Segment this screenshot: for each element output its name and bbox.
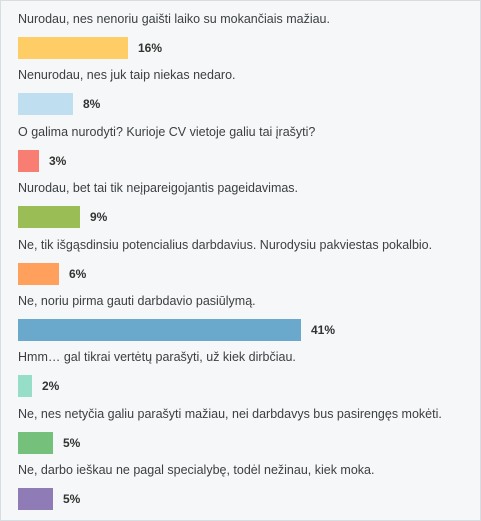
option-label: Hmm… gal tikrai vertėtų parašyti, už kie… xyxy=(18,350,296,365)
bar-row: 9% xyxy=(18,206,108,229)
bar-row: 5% xyxy=(18,488,81,511)
bar-row: 3% xyxy=(18,149,67,172)
bar-row: 41% xyxy=(18,319,335,341)
poll-option: Nurodau, nes nenoriu gaišti laiko su mok… xyxy=(18,12,474,68)
result-bar xyxy=(18,206,80,229)
result-bar xyxy=(18,488,53,511)
option-label: Ne, tik išgąsdinsiu potencialius darbdav… xyxy=(18,237,433,252)
option-label: Nurodau, nes nenoriu gaišti laiko su mok… xyxy=(18,12,330,26)
percentage-label: 2% xyxy=(42,379,60,394)
percentage-label: 9% xyxy=(90,210,108,225)
poll-option: Ne, nes netyčia galiu parašyti mažiau, n… xyxy=(18,407,474,463)
option-label: O galima nurodyti? Kurioje CV vietoje ga… xyxy=(18,124,316,139)
poll-option: Ne, noriu pirma gauti darbdavio pasiūlym… xyxy=(18,294,474,350)
option-label: Nenurodau, nes juk taip niekas nedaro. xyxy=(18,68,236,83)
percentage-label: 5% xyxy=(63,435,81,450)
percentage-label: 16% xyxy=(138,41,163,55)
option-label: Ne, darbo ieškau ne pagal specialybę, to… xyxy=(18,463,375,478)
poll-option: Hmm… gal tikrai vertėtų parašyti, už kie… xyxy=(18,350,474,406)
option-label: Ne, nes netyčia galiu parašyti mažiau, n… xyxy=(18,406,442,421)
poll-option: Ne, tik išgąsdinsiu potencialius darbdav… xyxy=(18,238,474,294)
percentage-label: 5% xyxy=(63,492,81,507)
percentage-label: 8% xyxy=(83,97,101,112)
result-bar xyxy=(18,319,301,341)
percentage-label: 6% xyxy=(69,266,87,281)
percentage-label: 3% xyxy=(49,153,67,168)
result-bar xyxy=(18,37,128,59)
bar-row: 16% xyxy=(18,37,162,59)
bar-row: 2% xyxy=(18,375,60,398)
poll-option: O galima nurodyti? Kurioje CV vietoje ga… xyxy=(18,125,474,181)
percentage-label: 41% xyxy=(311,323,336,337)
result-bar xyxy=(18,93,73,116)
result-bar xyxy=(18,375,32,398)
option-label: Nurodau, bet tai tik neįpareigojantis pa… xyxy=(18,181,299,196)
bar-row: 6% xyxy=(18,262,87,285)
poll-option: Nurodau, bet tai tik neįpareigojantis pa… xyxy=(18,181,474,237)
bar-row: 8% xyxy=(18,93,101,116)
poll-option: Nenurodau, nes juk taip niekas nedaro. 8% xyxy=(18,68,474,124)
result-bar xyxy=(18,431,53,454)
result-bar xyxy=(18,262,59,285)
bar-row: 5% xyxy=(18,431,81,454)
option-label: Ne, noriu pirma gauti darbdavio pasiūlym… xyxy=(18,294,256,308)
poll-option: Ne, darbo ieškau ne pagal specialybę, to… xyxy=(18,463,474,519)
result-bar xyxy=(18,149,39,172)
